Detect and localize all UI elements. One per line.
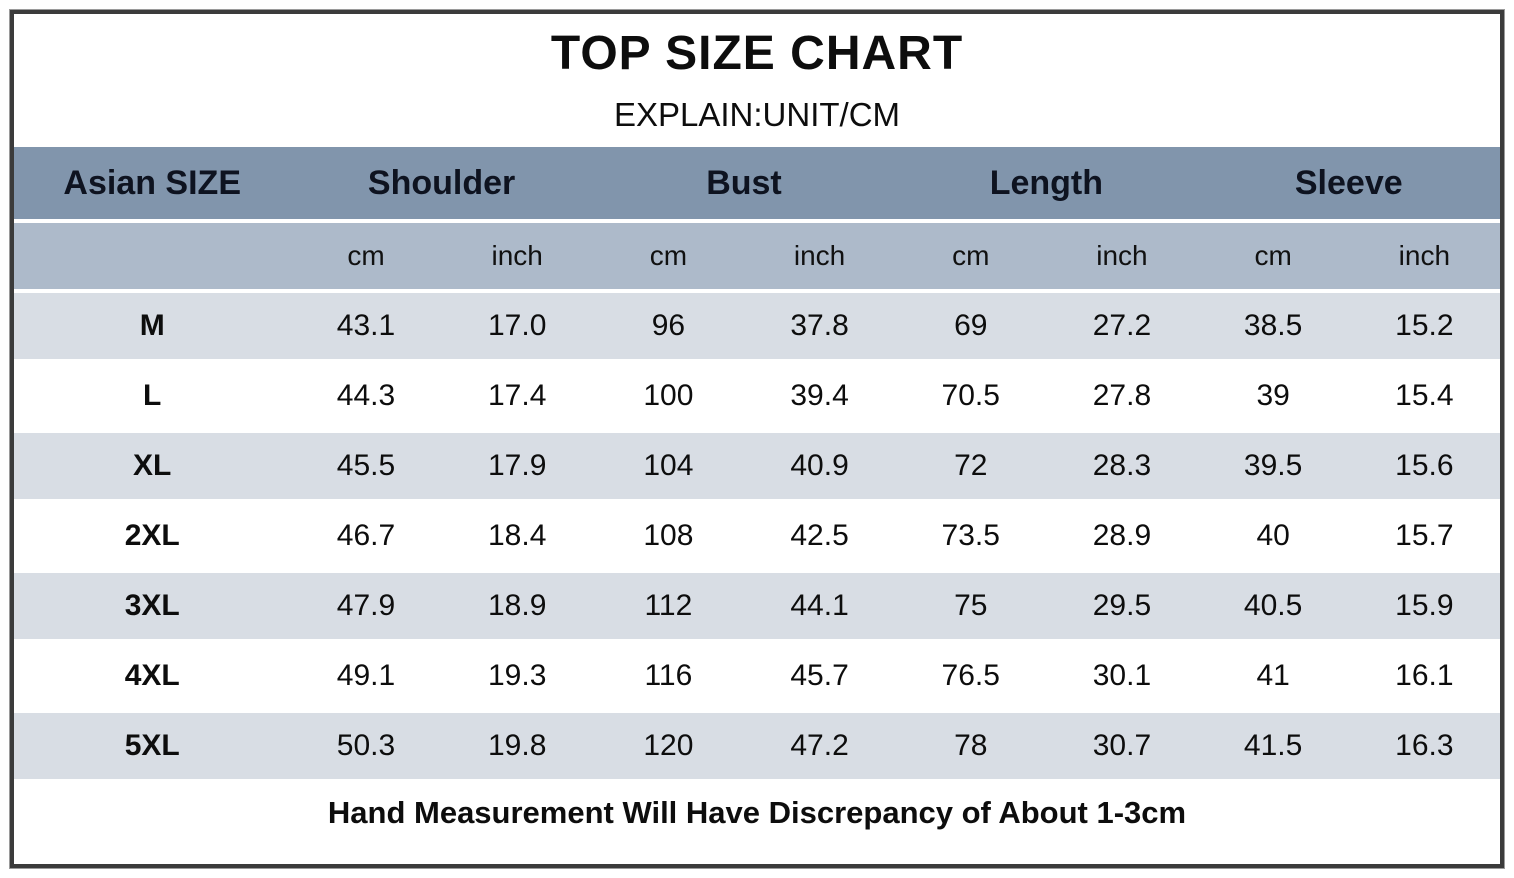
row-size-label: 2XL — [14, 503, 291, 570]
table-cell: 15.6 — [1348, 433, 1500, 500]
table-cell: 30.7 — [1046, 713, 1198, 780]
table-cell: 28.9 — [1046, 503, 1198, 570]
table-cell: 45.5 — [290, 433, 442, 500]
footnote-row: Hand Measurement Will Have Discrepancy o… — [14, 783, 1500, 844]
table-cell: 70.5 — [895, 363, 1047, 430]
table-cell: 75 — [895, 573, 1047, 640]
column-header-length: Length — [895, 147, 1198, 220]
table-cell: 39 — [1197, 363, 1349, 430]
table-cell: 100 — [592, 363, 744, 430]
table-cell: 38.5 — [1197, 293, 1349, 360]
table-cell: 27.2 — [1046, 293, 1198, 360]
table-cell: 78 — [895, 713, 1047, 780]
column-header-shoulder: Shoulder — [290, 147, 593, 220]
table-cell: 40.5 — [1197, 573, 1349, 640]
table-row-5xl: 5XL 50.3 19.8 120 47.2 78 30.7 41.5 16.3 — [14, 713, 1500, 780]
column-header-bust: Bust — [592, 147, 896, 220]
table-cell: 73.5 — [895, 503, 1047, 570]
table-row-xl: XL 45.5 17.9 104 40.9 72 28.3 39.5 15.6 — [14, 433, 1500, 500]
column-header-sleeve: Sleeve — [1197, 147, 1500, 220]
table-cell: 108 — [592, 503, 744, 570]
table-cell: 42.5 — [743, 503, 896, 570]
table-cell: 46.7 — [290, 503, 442, 570]
unit-header-shoulder-inch: inch — [441, 223, 593, 290]
unit-header-row: cm inch cm inch cm inch cm inch — [14, 223, 1500, 290]
unit-header-bust-cm: cm — [592, 223, 744, 290]
table-row-3xl: 3XL 47.9 18.9 112 44.1 75 29.5 40.5 15.9 — [14, 573, 1500, 640]
table-cell: 37.8 — [743, 293, 896, 360]
table-cell: 96 — [592, 293, 744, 360]
table-cell: 104 — [592, 433, 744, 500]
table-cell: 19.8 — [441, 713, 593, 780]
unit-header-sleeve-inch: inch — [1348, 223, 1500, 290]
unit-header-length-inch: inch — [1046, 223, 1198, 290]
size-table: Asian SIZE Shoulder Bust Length Sleeve c… — [14, 143, 1500, 847]
table-cell: 27.8 — [1046, 363, 1198, 430]
row-size-label: XL — [14, 433, 291, 500]
table-cell: 15.4 — [1348, 363, 1500, 430]
table-cell: 40.9 — [743, 433, 896, 500]
column-header-asian-size: Asian SIZE — [14, 147, 291, 220]
table-row-m: M 43.1 17.0 96 37.8 69 27.2 38.5 15.2 — [14, 293, 1500, 360]
table-cell: 18.4 — [441, 503, 593, 570]
table-cell: 17.4 — [441, 363, 593, 430]
row-size-label: M — [14, 293, 291, 360]
unit-header-bust-inch: inch — [743, 223, 896, 290]
table-cell: 17.0 — [441, 293, 593, 360]
table-cell: 40 — [1197, 503, 1349, 570]
row-size-label: 3XL — [14, 573, 291, 640]
table-cell: 72 — [895, 433, 1047, 500]
row-size-label: L — [14, 363, 291, 430]
table-cell: 28.3 — [1046, 433, 1198, 500]
table-cell: 76.5 — [895, 643, 1047, 710]
table-cell: 15.7 — [1348, 503, 1500, 570]
table-cell: 18.9 — [441, 573, 593, 640]
table-cell: 15.9 — [1348, 573, 1500, 640]
table-cell: 120 — [592, 713, 744, 780]
table-cell: 50.3 — [290, 713, 442, 780]
unit-header-length-cm: cm — [895, 223, 1047, 290]
table-cell: 39.4 — [743, 363, 896, 430]
table-cell: 41 — [1197, 643, 1349, 710]
table-cell: 45.7 — [743, 643, 896, 710]
measurement-disclaimer: Hand Measurement Will Have Discrepancy o… — [14, 783, 1500, 844]
table-cell: 39.5 — [1197, 433, 1349, 500]
unit-header-shoulder-cm: cm — [290, 223, 442, 290]
size-chart-sheet: TOP SIZE CHART EXPLAIN:UNIT/CM Asian SIZ… — [9, 9, 1505, 869]
table-cell: 16.1 — [1348, 643, 1500, 710]
table-cell: 15.2 — [1348, 293, 1500, 360]
table-cell: 41.5 — [1197, 713, 1349, 780]
group-header-row: Asian SIZE Shoulder Bust Length Sleeve — [14, 147, 1500, 220]
unit-note: EXPLAIN:UNIT/CM — [613, 95, 901, 133]
table-cell: 47.2 — [743, 713, 896, 780]
table-cell: 16.3 — [1348, 713, 1500, 780]
page-title: TOP SIZE CHART — [550, 27, 964, 80]
table-cell: 44.3 — [290, 363, 442, 430]
table-cell: 30.1 — [1046, 643, 1198, 710]
row-size-label: 4XL — [14, 643, 291, 710]
table-cell: 49.1 — [290, 643, 442, 710]
table-row-2xl: 2XL 46.7 18.4 108 42.5 73.5 28.9 40 15.7 — [14, 503, 1500, 570]
unit-header-blank — [14, 223, 291, 290]
table-cell: 17.9 — [441, 433, 593, 500]
unit-header-sleeve-cm: cm — [1197, 223, 1349, 290]
table-cell: 116 — [592, 643, 744, 710]
table-cell: 69 — [895, 293, 1047, 360]
row-size-label: 5XL — [14, 713, 291, 780]
table-row-4xl: 4XL 49.1 19.3 116 45.7 76.5 30.1 41 16.1 — [14, 643, 1500, 710]
table-cell: 19.3 — [441, 643, 593, 710]
table-cell: 112 — [592, 573, 744, 640]
table-cell: 44.1 — [743, 573, 896, 640]
table-row-l: L 44.3 17.4 100 39.4 70.5 27.8 39 15.4 — [14, 363, 1500, 430]
table-cell: 29.5 — [1046, 573, 1198, 640]
table-cell: 43.1 — [290, 293, 442, 360]
table-cell: 47.9 — [290, 573, 442, 640]
